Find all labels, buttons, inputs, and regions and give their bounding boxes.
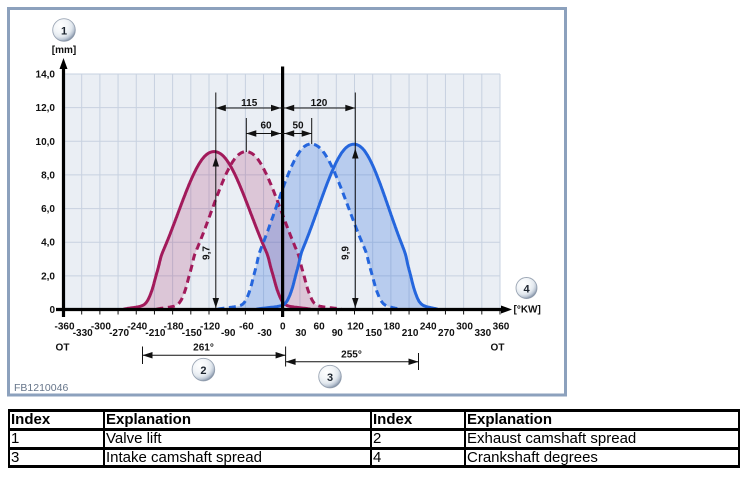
svg-text:1: 1 [61,26,67,38]
svg-text:-30: -30 [257,328,272,339]
svg-text:-180: -180 [164,322,184,333]
svg-text:OT: OT [56,343,70,354]
svg-text:2: 2 [200,365,206,377]
svg-text:4,0: 4,0 [41,238,55,249]
svg-text:120: 120 [311,98,328,109]
svg-text:4: 4 [523,284,530,296]
svg-text:120: 120 [347,322,364,333]
svg-text:-330: -330 [73,328,93,339]
svg-text:115: 115 [241,98,258,109]
svg-text:60: 60 [260,121,272,132]
svg-text:0: 0 [49,305,55,316]
svg-text:FB1210046: FB1210046 [14,382,68,394]
svg-text:270: 270 [438,328,455,339]
svg-text:-90: -90 [221,328,236,339]
svg-text:60: 60 [314,322,326,333]
svg-text:14,0: 14,0 [36,70,56,81]
svg-text:-150: -150 [182,328,202,339]
svg-text:255°: 255° [341,350,362,361]
svg-text:3: 3 [327,372,333,384]
svg-text:261°: 261° [193,343,214,354]
svg-text:90: 90 [332,328,344,339]
svg-text:240: 240 [420,322,437,333]
svg-text:8,0: 8,0 [41,170,55,181]
svg-text:300: 300 [456,322,473,333]
svg-text:-210: -210 [145,328,165,339]
svg-text:OT: OT [491,343,505,354]
svg-text:12,0: 12,0 [36,103,56,114]
svg-text:30: 30 [295,328,307,339]
svg-text:10,0: 10,0 [36,137,56,148]
svg-text:330: 330 [474,328,491,339]
svg-text:-300: -300 [91,322,111,333]
svg-text:2,0: 2,0 [41,271,55,282]
svg-text:9,7: 9,7 [202,246,213,260]
svg-text:[°KW]: [°KW] [514,305,541,316]
svg-text:0: 0 [280,322,286,333]
svg-text:-360: -360 [54,322,74,333]
svg-text:[mm]: [mm] [52,45,76,56]
svg-text:-60: -60 [239,322,254,333]
svg-text:50: 50 [292,121,304,132]
svg-text:210: 210 [402,328,419,339]
svg-text:-270: -270 [109,328,129,339]
svg-text:-240: -240 [127,322,147,333]
svg-text:6,0: 6,0 [41,204,55,215]
svg-text:360: 360 [493,322,510,333]
svg-text:9,9: 9,9 [341,246,352,260]
svg-text:-120: -120 [200,322,220,333]
svg-text:180: 180 [384,322,401,333]
svg-text:150: 150 [365,328,382,339]
